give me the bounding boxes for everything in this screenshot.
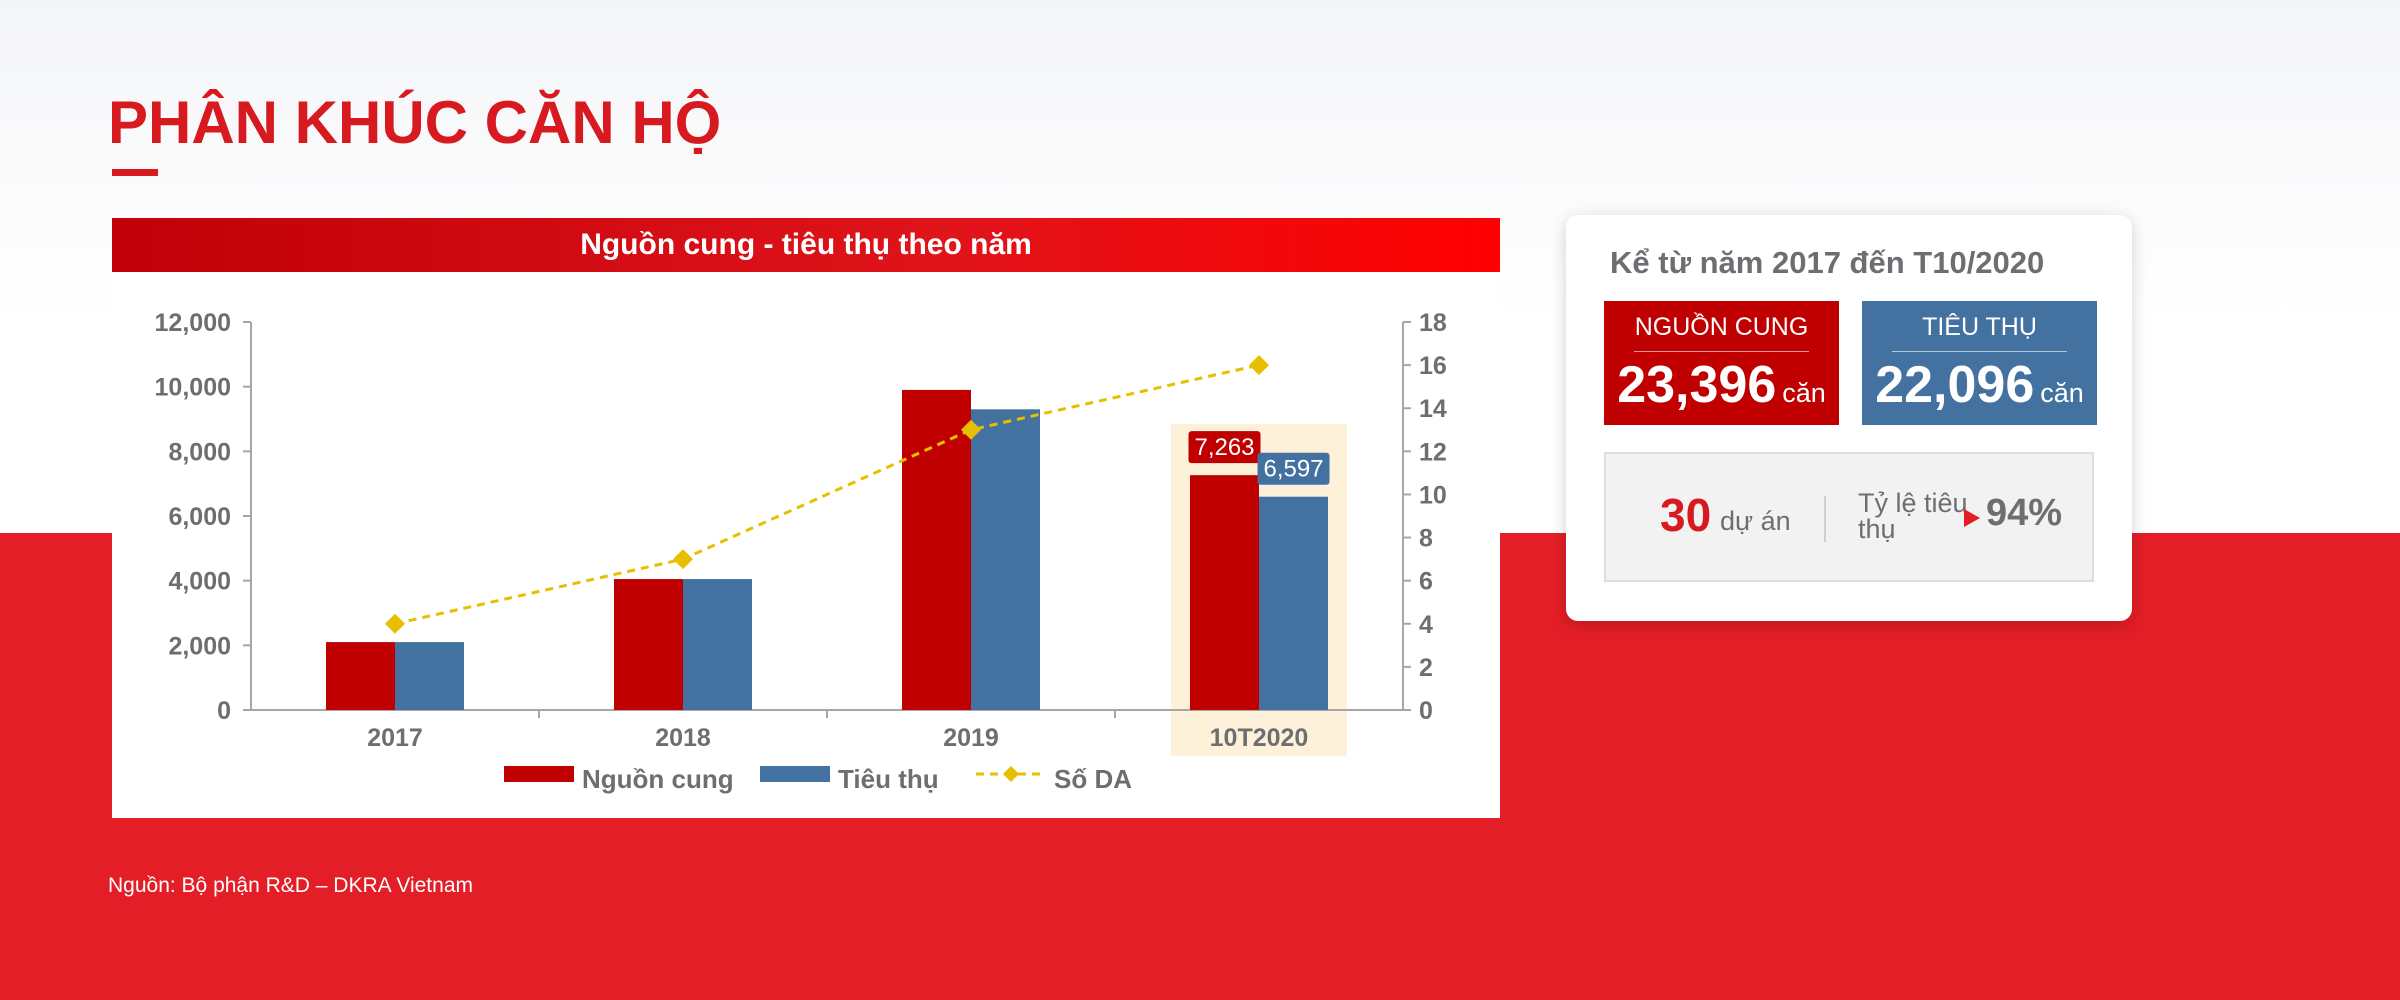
supply-stat-value: 23,396 — [1617, 356, 1777, 414]
summary-card: Kể từ năm 2017 đến T10/2020 NGUỒN CUNG 2… — [1566, 215, 2132, 621]
y-right-tick-label: 2 — [1419, 654, 1433, 682]
page-title: PHÂN KHÚC CĂN HỘ — [108, 89, 722, 156]
x-tick-label: 2018 — [655, 724, 711, 752]
y-left-tick-label: 0 — [217, 697, 231, 725]
bar-sold-10T2020 — [1259, 496, 1328, 710]
marker-projects-10T2020 — [1249, 355, 1269, 376]
sold-stat-value-row: 22,096 căn — [1862, 355, 2097, 415]
sold-stat-box: TIÊU THỤ 22,096 căn — [1862, 301, 2097, 425]
projects-count: 30 — [1660, 489, 1712, 541]
marker-projects-2019 — [961, 419, 981, 440]
summary-heading: Kể từ năm 2017 đến T10/2020 — [1610, 245, 2045, 280]
sales-ratio-label: Tỷ lệ tiêu thụ — [1858, 488, 1968, 544]
legend-swatch-sold — [760, 766, 830, 782]
projects-ratio-box: 30 dự án Tỷ lệ tiêu thụ 94% — [1604, 452, 2094, 582]
supply-stat-box: NGUỒN CUNG 23,396 căn — [1604, 301, 1839, 425]
y-left-tick-label: 10,000 — [155, 374, 231, 402]
data-label: 7,263 — [1194, 434, 1254, 461]
data-label-box — [1257, 452, 1330, 485]
y-left-tick-label: 4,000 — [168, 568, 231, 596]
y-right-tick-label: 18 — [1419, 309, 1447, 337]
bar-supply-10T2020 — [1190, 475, 1259, 710]
bar-sold-2017 — [395, 642, 464, 710]
y-left-tick-label: 6,000 — [168, 503, 231, 531]
supply-consumption-chart: 0 2,000 4,000 6,000 8,000 10,000 12,000 0 2 4 6 8 10… — [155, 309, 1447, 794]
x-tick-label: 2019 — [943, 724, 999, 752]
marker-projects-2017 — [385, 613, 405, 634]
y-right-tick-label: 10 — [1419, 481, 1447, 509]
bar-sold-2018 — [683, 579, 752, 710]
y-right-tick-label: 8 — [1419, 525, 1433, 553]
source-note: Nguồn: Bộ phận R&D – DKRA Vietnam — [108, 874, 473, 897]
x-tick-label: 10T2020 — [1210, 724, 1309, 752]
chart-card: 0 2,000 4,000 6,000 8,000 10,000 12,000 0 2 4 6 8 10… — [112, 218, 1500, 818]
sold-stat-label: TIÊU THỤ — [1922, 313, 2037, 341]
x-tick-label: 2017 — [367, 724, 423, 752]
supply-stat-label: NGUỒN CUNG — [1634, 313, 1809, 341]
data-label-box — [1188, 431, 1261, 464]
y-left-tick-label: 8,000 — [168, 438, 231, 466]
supply-stat-divider — [1634, 351, 1809, 352]
triangle-right-icon — [1964, 509, 1980, 527]
bar-supply-2017 — [326, 642, 395, 710]
chart-title: Nguồn cung - tiêu thụ theo năm — [112, 218, 1500, 272]
legend-label: Tiêu thụ — [838, 764, 939, 794]
bar-sold-2019 — [971, 409, 1040, 710]
projects-unit: dự án — [1720, 506, 1791, 536]
y-right-tick-label: 12 — [1419, 438, 1447, 466]
data-label: 6,597 — [1263, 456, 1323, 483]
legend-marker-projects — [1003, 766, 1019, 782]
y-right-tick-label: 6 — [1419, 568, 1433, 596]
y-left-tick-label: 2,000 — [168, 632, 231, 660]
legend-swatch-supply — [504, 766, 574, 782]
title-underline — [112, 169, 158, 176]
sold-stat-unit: căn — [2040, 378, 2084, 408]
y-right-tick-label: 0 — [1419, 697, 1433, 725]
legend-label: Nguồn cung — [582, 764, 734, 794]
sold-stat-value: 22,096 — [1875, 356, 2035, 414]
y-left-tick-label: 12,000 — [155, 309, 231, 337]
bar-supply-2019 — [902, 389, 971, 710]
info-divider — [1824, 496, 1826, 542]
line-projects — [394, 363, 1260, 626]
y-right-tick-label: 14 — [1419, 395, 1447, 423]
bar-supply-2018 — [614, 579, 683, 710]
supply-stat-unit: căn — [1782, 378, 1826, 408]
supply-stat-value-row: 23,396 căn — [1604, 355, 1839, 415]
sold-stat-divider — [1892, 351, 2067, 352]
y-right-tick-label: 16 — [1419, 352, 1447, 380]
marker-projects-2018 — [673, 549, 693, 570]
sales-ratio-value: 94% — [1986, 492, 2063, 534]
y-right-tick-label: 4 — [1419, 611, 1433, 639]
legend-label: Số DA — [1054, 764, 1132, 794]
